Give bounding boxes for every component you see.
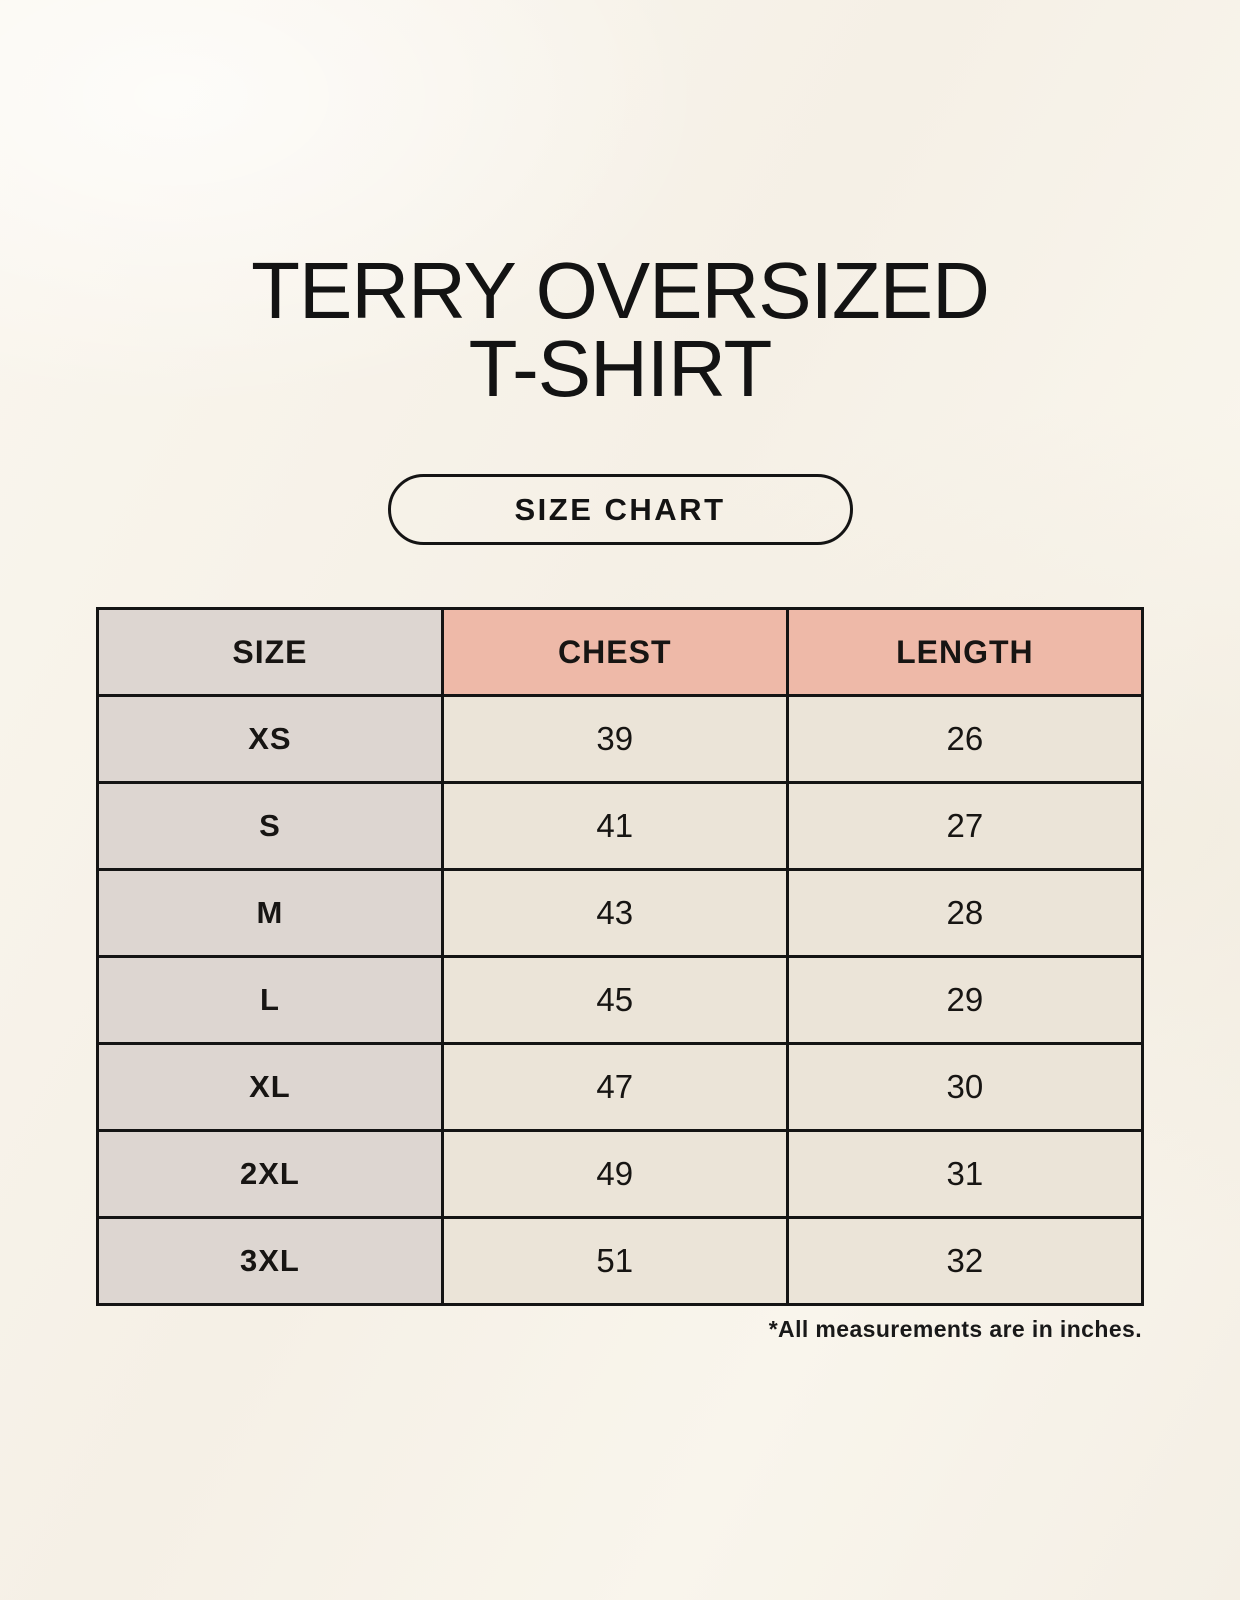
size-chart-button[interactable]: SIZE CHART (387, 474, 853, 545)
measurements-note: *All measurements are in inches. (768, 1316, 1142, 1342)
size-label: S (96, 781, 444, 871)
page-title-line1: TERRY OVERSIZED (251, 246, 990, 335)
chest-value: 47 (440, 1042, 789, 1132)
chest-value: 39 (440, 694, 789, 784)
size-label: 3XL (96, 1216, 444, 1306)
length-value: 31 (785, 1129, 1145, 1219)
chest-value: 51 (440, 1216, 789, 1306)
column-header-chest: CHEST (440, 607, 789, 697)
size-chart-table: SIZE CHEST LENGTH XS 39 26 S 41 27 M 43 … (96, 607, 1145, 1306)
table-row: 3XL 51 32 (96, 1216, 1145, 1306)
length-value: 32 (785, 1216, 1145, 1306)
length-value: 29 (785, 955, 1145, 1045)
size-label: L (96, 955, 444, 1045)
chest-value: 49 (440, 1129, 789, 1219)
size-label: M (96, 868, 444, 958)
chest-value: 43 (440, 868, 789, 958)
chest-value: 45 (440, 955, 789, 1045)
size-chart-page: TERRY OVERSIZED T-SHIRT SIZE CHART SIZE … (96, 0, 1145, 1343)
column-header-size: SIZE (96, 607, 444, 697)
table-row: S 41 27 (96, 781, 1145, 871)
page-title-line2: T-SHIRT (468, 324, 773, 413)
column-header-length: LENGTH (785, 607, 1145, 697)
chest-value: 41 (440, 781, 789, 871)
header-row: SIZE CHEST LENGTH (96, 607, 1145, 697)
table-row: XL 47 30 (96, 1042, 1145, 1132)
table-row: L 45 29 (96, 955, 1145, 1045)
size-label: 2XL (96, 1129, 444, 1219)
length-value: 26 (785, 694, 1145, 784)
size-label: XS (96, 694, 444, 784)
table-row: XS 39 26 (96, 694, 1145, 784)
table-row: M 43 28 (96, 868, 1145, 958)
length-value: 30 (785, 1042, 1145, 1132)
page-title: TERRY OVERSIZED T-SHIRT (96, 0, 1144, 413)
table-row: 2XL 49 31 (96, 1129, 1145, 1219)
size-label: XL (96, 1042, 444, 1132)
length-value: 27 (785, 781, 1145, 871)
length-value: 28 (785, 868, 1145, 958)
